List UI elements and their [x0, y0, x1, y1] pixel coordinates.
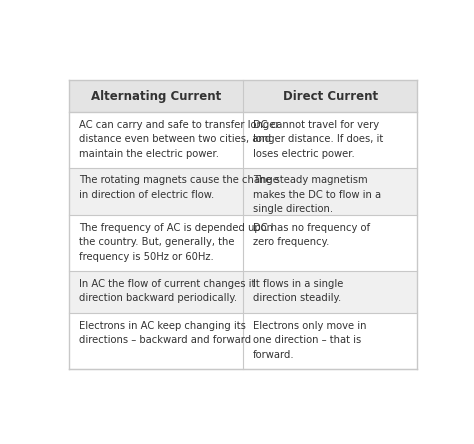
- Text: Electrons in AC keep changing its
directions – backward and forward: Electrons in AC keep changing its direct…: [79, 321, 251, 345]
- Bar: [69, 271, 243, 313]
- Bar: [69, 313, 243, 369]
- Text: Alternating Current: Alternating Current: [91, 90, 221, 103]
- Bar: [243, 215, 417, 271]
- Text: In AC the flow of current changes it
direction backward periodically.: In AC the flow of current changes it dir…: [79, 278, 255, 303]
- Bar: [69, 80, 417, 112]
- Bar: [69, 215, 243, 271]
- Text: Direct Current: Direct Current: [283, 90, 378, 103]
- Bar: [69, 112, 243, 168]
- Text: Electrons only move in
one direction – that is
forward.: Electrons only move in one direction – t…: [253, 321, 366, 360]
- Bar: [243, 168, 417, 215]
- Text: DC has no frequency of
zero frequency.: DC has no frequency of zero frequency.: [253, 223, 370, 247]
- Text: DC cannot travel for very
longer distance. If does, it
loses electric power.: DC cannot travel for very longer distanc…: [253, 120, 383, 159]
- Bar: [243, 313, 417, 369]
- Text: The rotating magnets cause the change
in direction of electric flow.: The rotating magnets cause the change in…: [79, 175, 279, 200]
- Text: It flows in a single
direction steadily.: It flows in a single direction steadily.: [253, 278, 343, 303]
- Bar: [69, 168, 243, 215]
- Text: AC can carry and safe to transfer longer
distance even between two cities, and
m: AC can carry and safe to transfer longer…: [79, 120, 279, 159]
- Bar: [243, 271, 417, 313]
- Text: The steady magnetism
makes the DC to flow in a
single direction.: The steady magnetism makes the DC to flo…: [253, 175, 381, 214]
- Text: The frequency of AC is depended upon
the country. But, generally, the
frequency : The frequency of AC is depended upon the…: [79, 223, 273, 262]
- Bar: [243, 112, 417, 168]
